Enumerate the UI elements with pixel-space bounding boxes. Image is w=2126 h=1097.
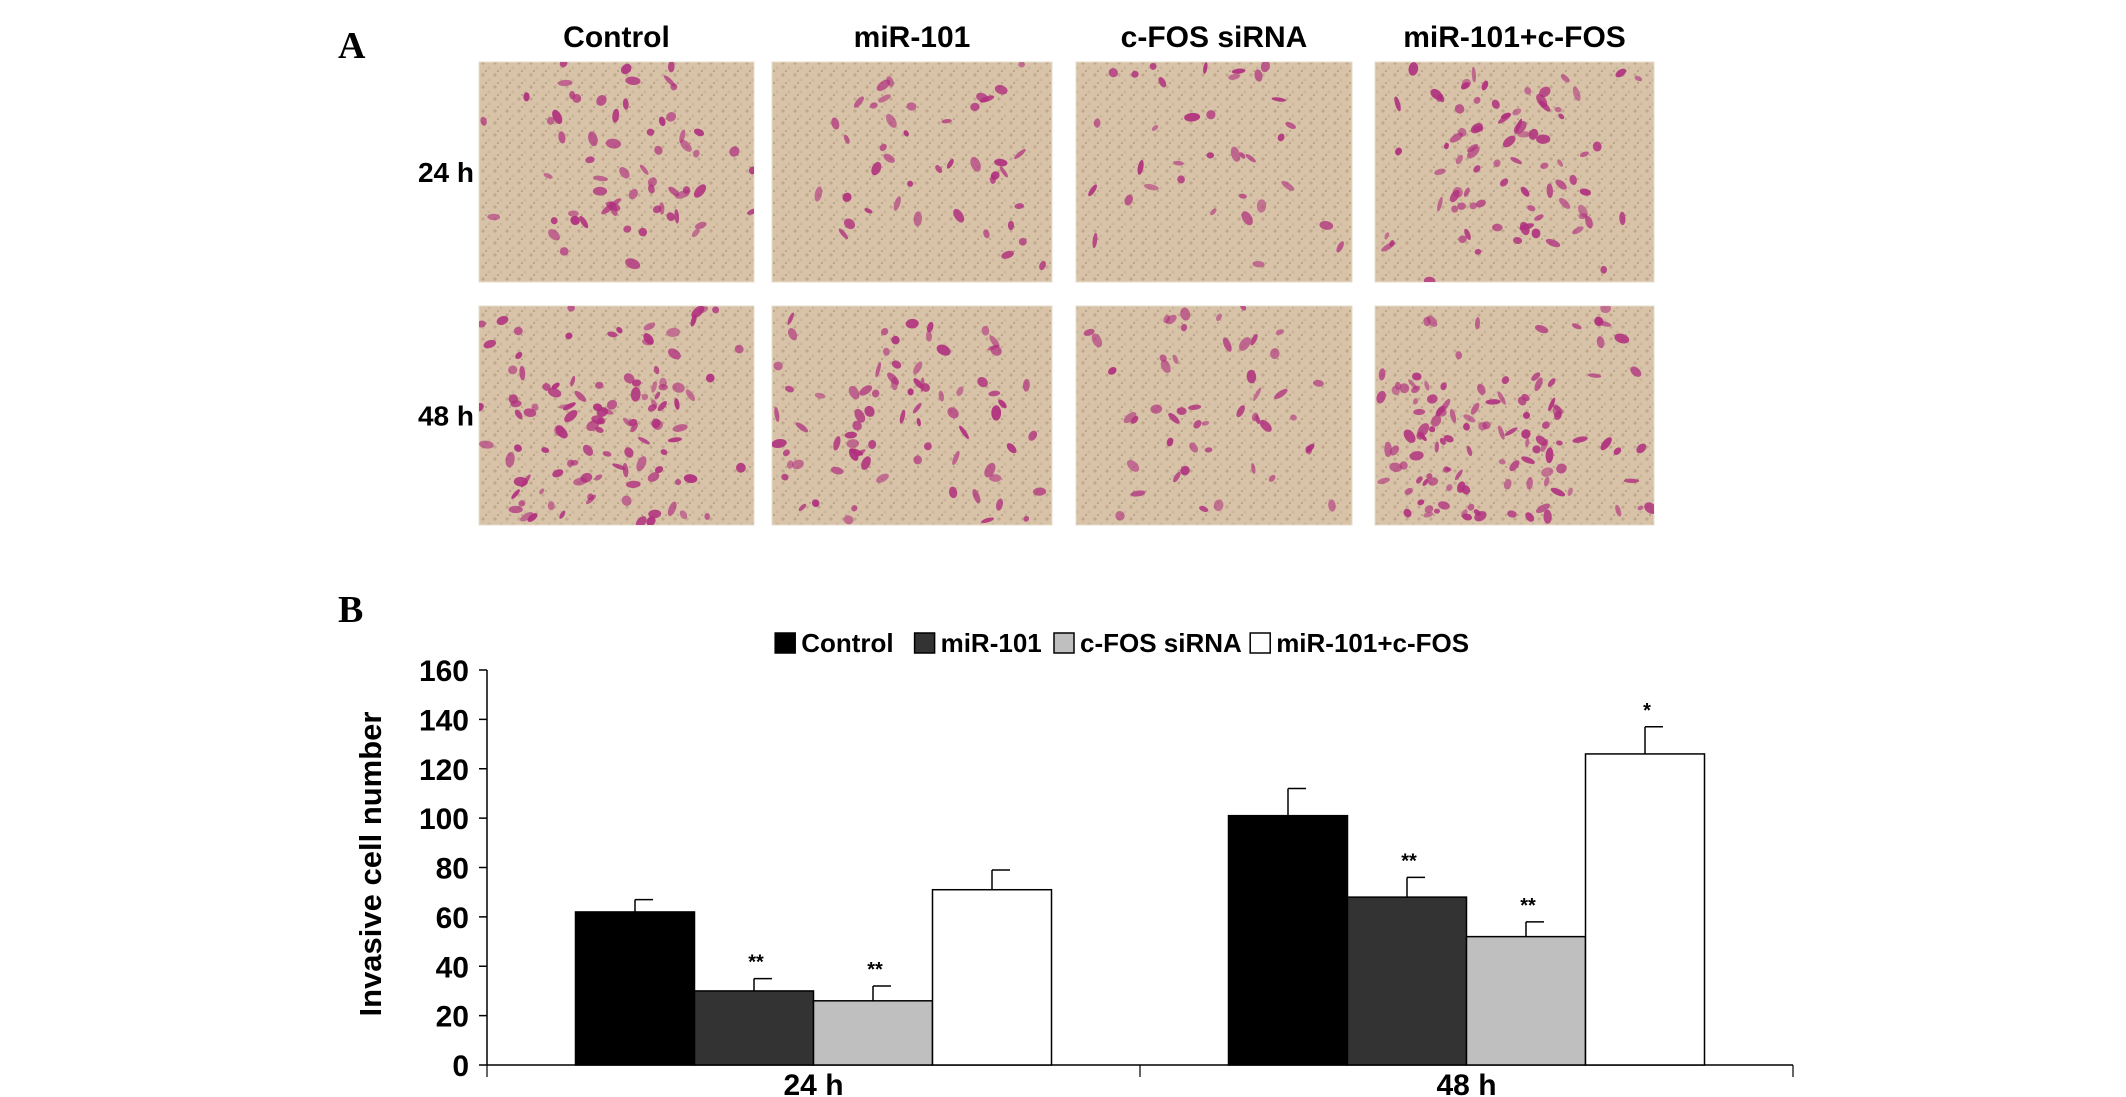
bar-mir-101-48-h [1346, 896, 1468, 1066]
error-bar-c-fos-sirna-48-h [1525, 921, 1544, 937]
y-tick-label: 60 [436, 902, 469, 935]
error-bar-control-24-h [634, 898, 653, 912]
legend-item-mir-101-c-fos: miR-101+c-FOS [1249, 628, 1469, 658]
legend-item-control: Control [774, 628, 894, 658]
legend-item-c-fos-sirna: c-FOS siRNA [1053, 628, 1242, 658]
y-axis-label: Invasive cell number [353, 712, 388, 1017]
significance-mir-101-48-h: ** [1401, 850, 1417, 872]
y-tick-label: 20 [436, 1001, 469, 1034]
micrograph-mir-101-c-fos-24-h [1374, 61, 1655, 283]
significance-c-fos-sirna-24-h: ** [867, 959, 883, 981]
significance-c-fos-sirna-48-h: ** [1520, 895, 1536, 917]
x-tick-label-48-h: 48 h [1436, 1069, 1496, 1097]
y-tick-label: 0 [452, 1050, 469, 1083]
bar-mir-101-c-fos-48-h [1584, 753, 1706, 1066]
micrograph-c-fos-sirna-24-h [1075, 61, 1353, 283]
bar-c-fos-sirna-48-h [1465, 935, 1587, 1066]
row-label-48-h: 48 h [418, 401, 474, 432]
legend-label: c-FOS siRNA [1080, 628, 1242, 658]
chart-legend: Control miR-101 c-FOS siRNA miR-101+c-FOS [774, 628, 1469, 658]
significance-markers: ** ******* [748, 700, 1651, 981]
legend-swatch [913, 632, 936, 654]
error-bar-mir-101-48-h [1406, 876, 1425, 898]
error-bar-c-fos-sirna-24-h [872, 985, 891, 1001]
column-label-c-fos-sirna: c-FOS siRNA [1121, 21, 1308, 54]
legend-label: Control [801, 628, 893, 658]
significance-mir-101-24-h: ** [748, 952, 764, 974]
legend-label: miR-101 [941, 628, 1042, 658]
bar-mir-101-24-h [693, 990, 815, 1066]
x-axis: 24 h 48 h [486, 1064, 1794, 1097]
error-bar-mir-101-c-fos-24-h [991, 869, 1010, 890]
column-label-mir-101-c-fos: miR-101+c-FOS [1403, 21, 1626, 54]
row-label-24-h: 24 h [418, 157, 474, 188]
y-tick-label: 100 [419, 803, 469, 836]
x-tick-label-24-h: 24 h [783, 1069, 843, 1097]
legend-swatch [1249, 632, 1271, 654]
legend-item-mir-101: miR-101 [913, 628, 1042, 658]
micrograph-mir-101-48-h [771, 305, 1053, 526]
column-label-control: Control [563, 21, 670, 54]
error-bar-mir-101-c-fos-48-h [1644, 726, 1663, 754]
y-axis: 0 20 40 60 80 100 120 140 160 [419, 655, 488, 1083]
y-tick-label: 40 [436, 951, 469, 984]
significance-mir-101-c-fos-48-h: * [1643, 700, 1651, 722]
panel-a-label: A [338, 25, 366, 67]
panel-b-label: B [338, 589, 363, 631]
micrograph-c-fos-sirna-48-h [1075, 305, 1353, 526]
bar-control-48-h [1227, 814, 1349, 1066]
micrograph-control-48-h [478, 305, 755, 526]
micrograph-control-24-h [478, 61, 755, 283]
legend-label: miR-101+c-FOS [1276, 628, 1469, 658]
micrograph-grid [478, 61, 1655, 526]
legend-swatch [1053, 632, 1075, 654]
error-bar-control-48-h [1287, 787, 1306, 816]
legend-swatch [774, 632, 796, 654]
column-labels: Control miR-101 c-FOS siRNA miR-101+c-FOS [563, 21, 1626, 54]
y-tick-label: 120 [419, 754, 469, 787]
column-label-mir-101: miR-101 [854, 21, 971, 54]
micrograph-mir-101-24-h [771, 61, 1053, 283]
y-tick-label: 140 [419, 704, 469, 737]
bar-series [574, 753, 1706, 1066]
micrograph-mir-101-c-fos-48-h [1374, 305, 1655, 526]
y-tick-label: 160 [419, 655, 469, 688]
bar-c-fos-sirna-24-h [812, 1000, 934, 1066]
row-labels: 24 h 48 h [418, 157, 474, 432]
bar-control-24-h [574, 911, 696, 1066]
y-tick-label: 80 [436, 853, 469, 886]
error-bar-mir-101-24-h [753, 977, 772, 991]
bar-mir-101-c-fos-24-h [931, 888, 1053, 1066]
error-bars [634, 726, 1663, 1001]
